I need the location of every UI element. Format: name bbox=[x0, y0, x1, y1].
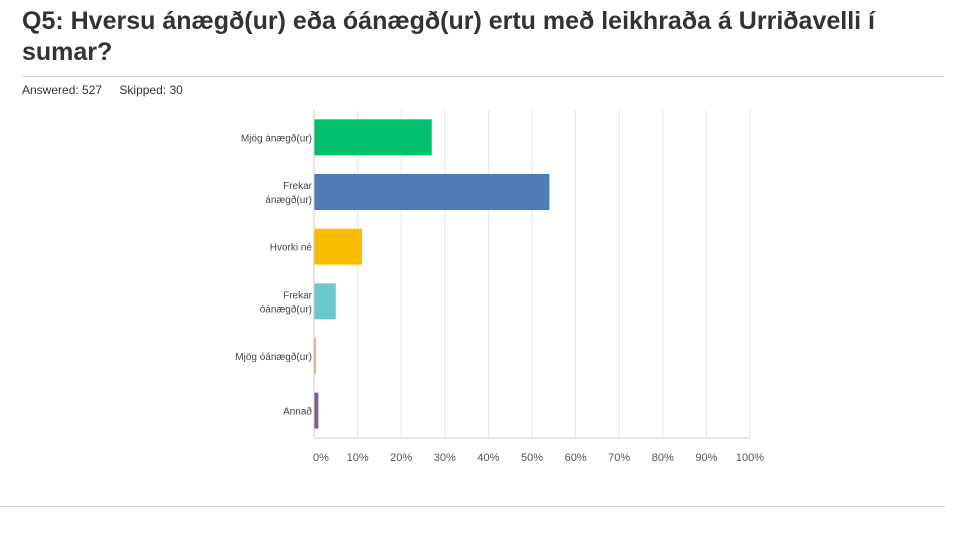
bottom-divider bbox=[0, 506, 945, 507]
x-tick-label: 80% bbox=[652, 452, 674, 464]
x-tick-label: 90% bbox=[695, 452, 717, 464]
bar-chart: Mjög ánægð(ur) Frekar ánægð(ur) Hvorki né Fr… bbox=[0, 100, 960, 480]
skipped-count: Skipped: 30 bbox=[119, 83, 183, 97]
x-tick-label: 50% bbox=[521, 452, 543, 464]
bar bbox=[314, 283, 336, 320]
bars bbox=[314, 119, 550, 429]
gridlines bbox=[357, 110, 751, 438]
category-label: Mjög ánægð(ur) bbox=[241, 132, 312, 144]
x-tick-label: 20% bbox=[390, 452, 412, 464]
title-divider bbox=[22, 76, 944, 77]
x-tick-label: 10% bbox=[347, 452, 369, 464]
category-label: ánægð(ur) bbox=[265, 194, 312, 206]
x-tick-labels: 0% 10% 20% 30% 40% 50% 60% 70% 80% 90% 100% bbox=[313, 452, 764, 464]
answered-count: Answered: 527 bbox=[22, 83, 103, 97]
category-label: óánægð(ur) bbox=[260, 303, 312, 315]
category-label: Mjög óánægð(ur) bbox=[235, 351, 312, 363]
x-tick-label: 0% bbox=[313, 452, 329, 464]
category-label: Annað bbox=[283, 406, 312, 418]
category-labels: Mjög ánægð(ur) Frekar ánægð(ur) Hvorki né Fr… bbox=[235, 132, 312, 417]
bar bbox=[314, 119, 432, 156]
response-stats: Answered: 527 Skipped: 30 bbox=[22, 83, 183, 97]
x-tick-label: 30% bbox=[434, 452, 456, 464]
bar bbox=[314, 338, 316, 374]
category-label: Frekar bbox=[283, 290, 313, 301]
category-label: Hvorki né bbox=[270, 243, 313, 254]
x-tick-label: 40% bbox=[477, 452, 499, 464]
question-title: Q5: Hversu ánægð(ur) eða óánægð(ur) ertu… bbox=[22, 7, 875, 66]
bar bbox=[314, 228, 362, 265]
category-label: Frekar bbox=[283, 181, 313, 192]
bar bbox=[314, 392, 319, 429]
bar-chart-svg: Mjög ánægð(ur) Frekar ánægð(ur) Hvorki né Fr… bbox=[235, 110, 764, 464]
x-tick-label: 100% bbox=[736, 452, 764, 464]
x-tick-label: 70% bbox=[608, 452, 630, 464]
x-tick-label: 60% bbox=[565, 452, 587, 464]
bar bbox=[314, 174, 550, 210]
axes bbox=[313, 110, 750, 439]
